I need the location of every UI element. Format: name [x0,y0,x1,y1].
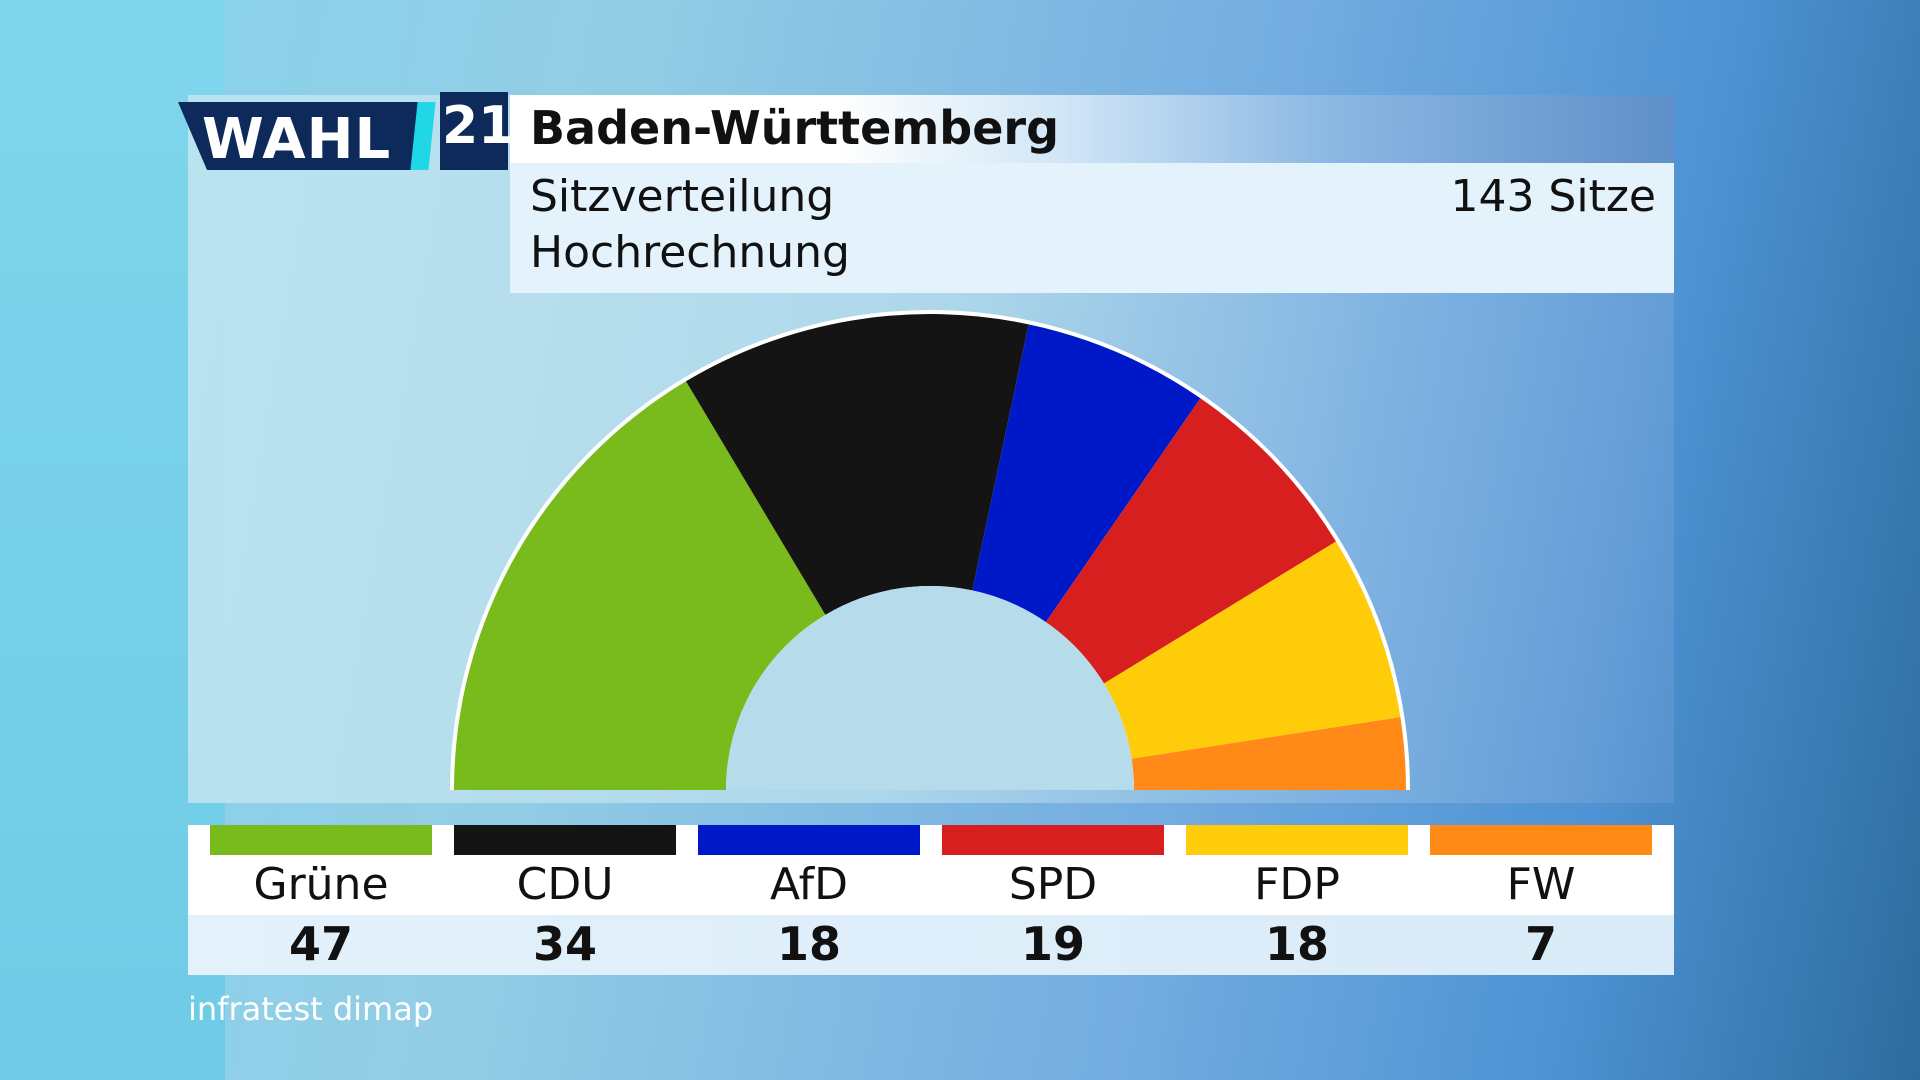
legend-item: FW 7 [1430,825,1652,975]
legend-party-name: AfD [770,859,848,910]
legend-party-name: FW [1506,859,1576,910]
legend-party-name: SPD [1008,859,1098,910]
legend-names-row [188,825,1674,915]
legend-item: SPD 19 [942,825,1164,975]
legend-party-name: CDU [516,859,614,910]
legend-swatch [698,825,920,855]
legend-item: Grüne 47 [210,825,432,975]
logo-year-block: 21 [440,92,514,170]
seat-segment-fdp [1103,541,1401,759]
logo-year-text: 21 [442,96,515,156]
legend-swatch [1186,825,1408,855]
legend-swatch [942,825,1164,855]
legend: Grüne 47 CDU 34 AfD 18 SPD 19 FDP 18 FW 7 [188,825,1674,975]
legend-swatch [210,825,432,855]
seat-segment-afd [972,324,1201,623]
logo-wahl-block: WAHL [178,102,420,170]
subtitle-line2: Hochrechnung [530,227,850,278]
background-strip [0,0,225,1080]
legend-seat-value: 19 [1020,917,1085,971]
subtitle-box: Sitzverteilung Hochrechnung 143 Sitze [510,163,1674,293]
total-seats-label: 143 Sitze [1450,171,1656,222]
logo-wahl-text: WAHL [202,107,392,172]
seat-segment-grne [454,381,826,790]
source-label: infratest dimap [188,990,434,1028]
legend-swatch [454,825,676,855]
title-bar: Baden-Württemberg [510,95,1674,163]
seat-segment-fw [1131,717,1406,790]
legend-seat-value: 7 [1524,917,1557,971]
chart-center-hole [726,586,1134,790]
legend-party-name: Grüne [253,859,389,910]
legend-values-row [188,915,1674,975]
legend-item: CDU 34 [454,825,676,975]
wahl-logo: WAHL 21 [178,92,514,170]
legend-party-name: FDP [1254,859,1340,910]
legend-item: AfD 18 [698,825,920,975]
legend-seat-value: 47 [288,917,353,971]
seat-segment-cdu [685,314,1029,615]
seat-segment-spd [1045,398,1336,684]
legend-item: FDP 18 [1186,825,1408,975]
legend-seat-value: 18 [1264,917,1329,971]
legend-seat-value: 18 [776,917,841,971]
legend-seat-value: 34 [532,917,597,971]
chart-title: Baden-Württemberg [530,101,1060,155]
subtitle-line1: Sitzverteilung [530,171,835,222]
legend-swatch [1430,825,1652,855]
